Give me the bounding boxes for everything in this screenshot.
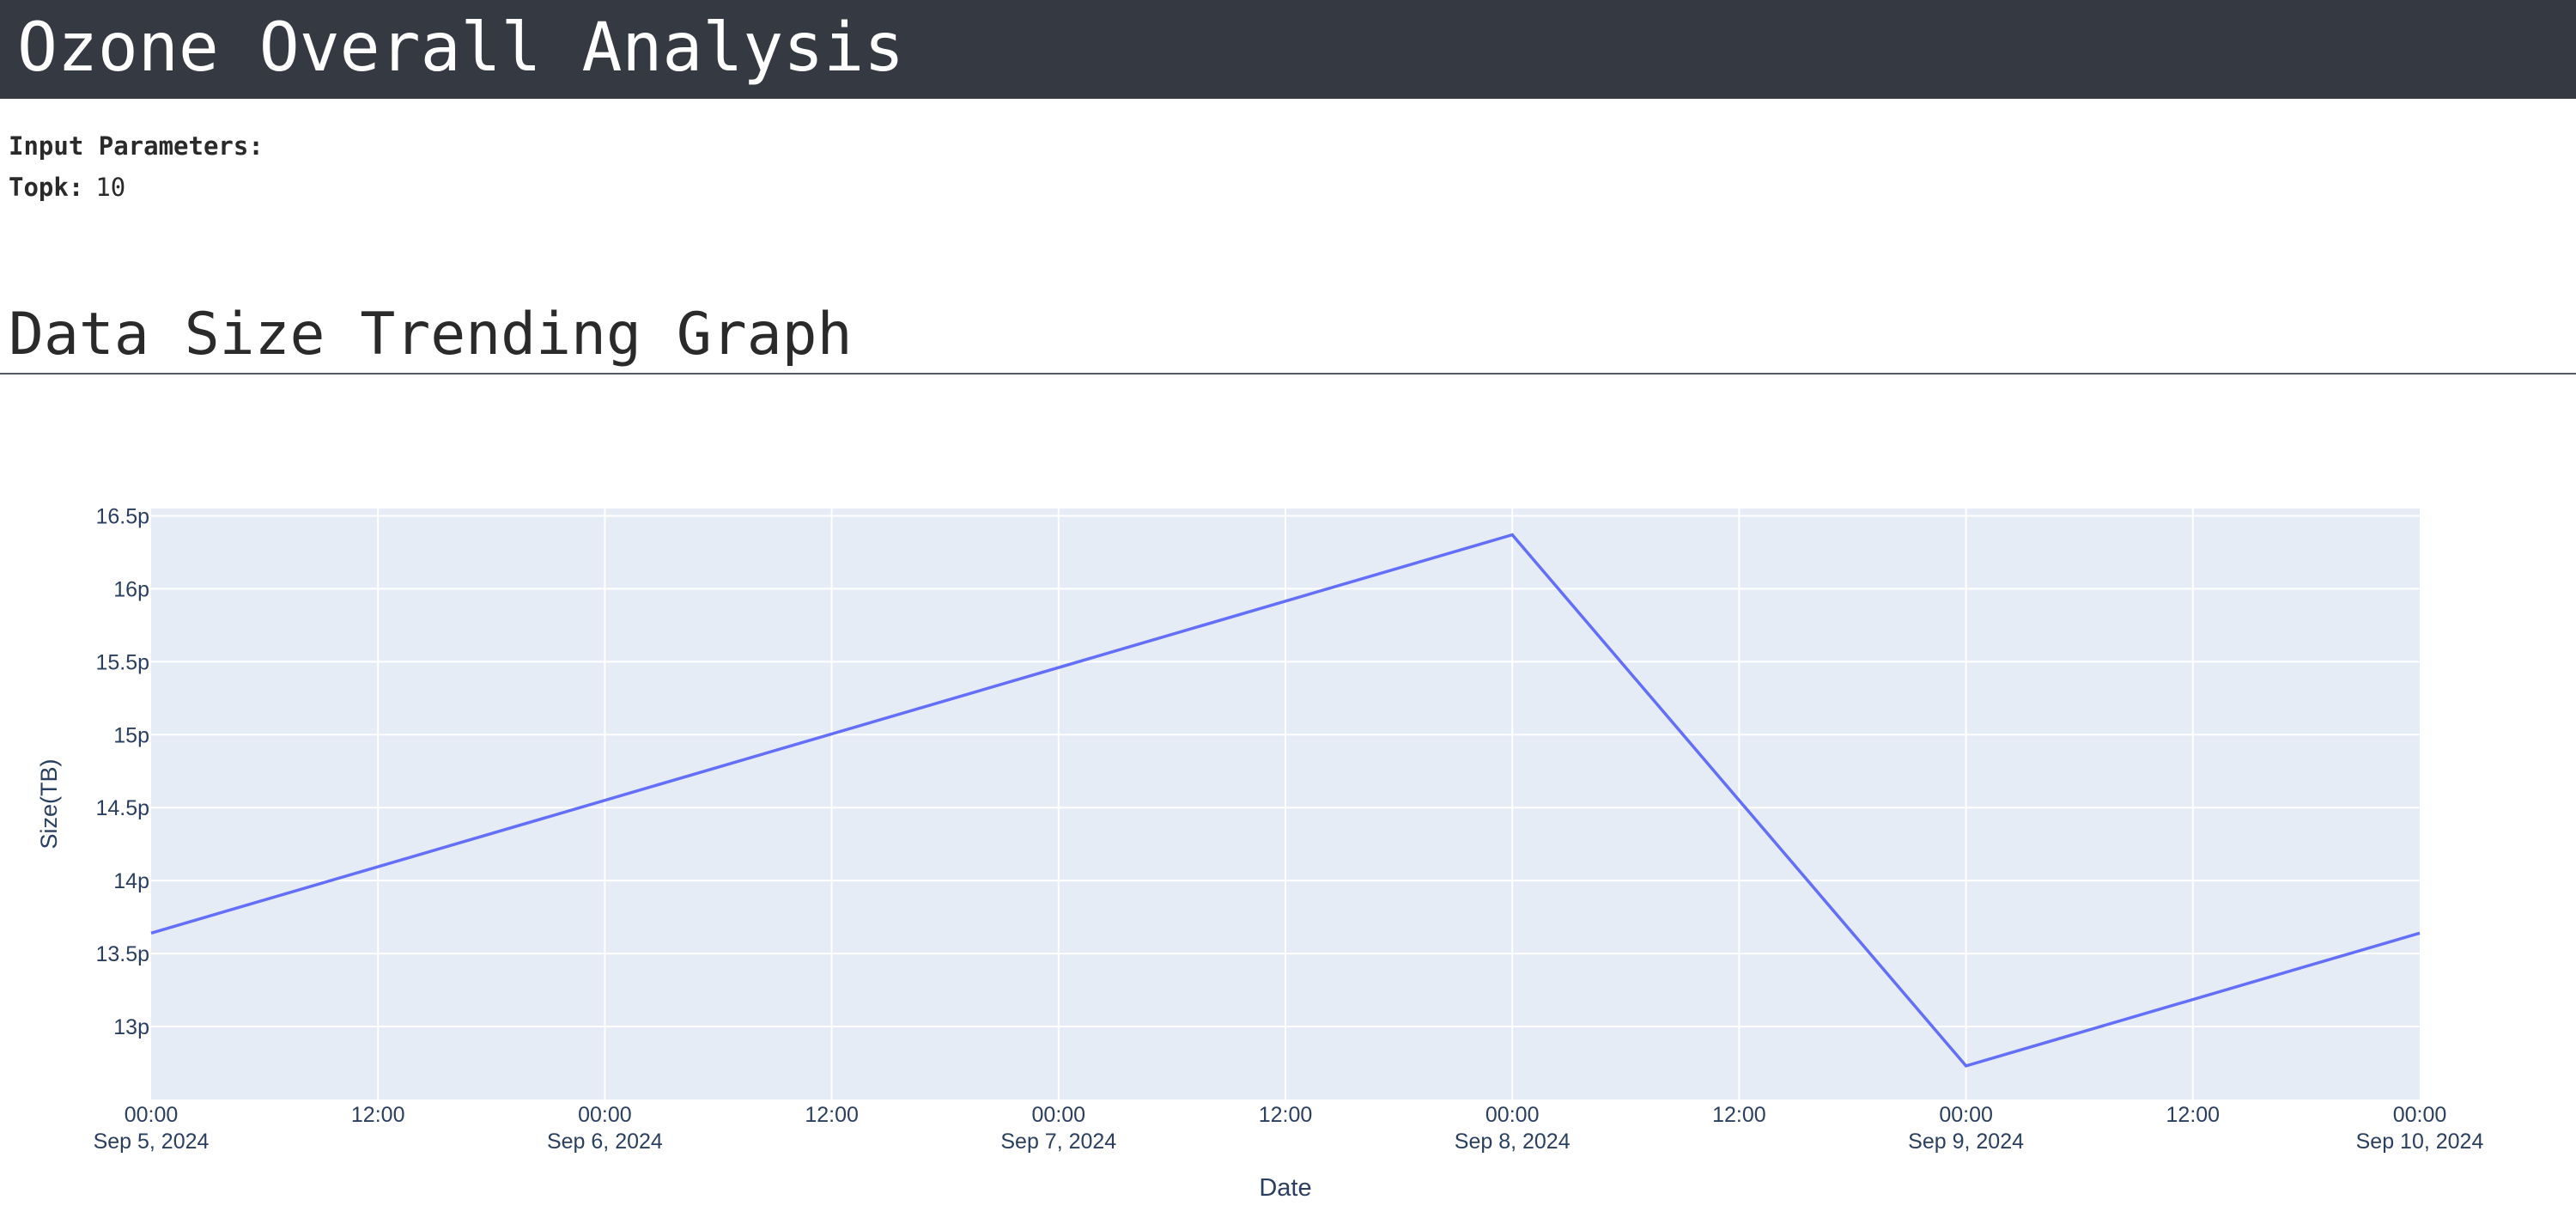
x-tick-time: 00:00 [125, 1103, 179, 1127]
series-line [150, 533, 2421, 1068]
y-axis-title: Size(TB) [36, 758, 62, 849]
x-tick-date: Sep 10, 2024 [2356, 1130, 2484, 1154]
x-tick-time: 12:00 [2166, 1103, 2221, 1127]
x-tick-date: Sep 9, 2024 [1908, 1130, 2024, 1154]
x-tick-time: 12:00 [805, 1103, 859, 1127]
gridlines [151, 509, 2420, 1099]
y-axis-ticks: 13p 13.5p 14p 14.5p 15p 15.5p 16p 16.5p [95, 504, 149, 1039]
header-bar: Ozone Overall Analysis [0, 0, 2576, 99]
param-row-topk: Topk: 10 [9, 167, 264, 208]
x-tick-time: 00:00 [1485, 1103, 1540, 1127]
x-tick-time: 12:00 [351, 1103, 405, 1127]
param-value: 10 [95, 173, 126, 202]
x-axis-title: Date [1259, 1174, 1311, 1202]
input-parameters: Input Parameters: Topk: 10 [9, 125, 264, 208]
params-heading: Input Parameters: [9, 131, 264, 161]
y-tick-label: 15p [113, 723, 149, 747]
app-title: Ozone Overall Analysis [17, 9, 905, 87]
trend-chart: 13p 13.5p 14p 14.5p 15p 15.5p 16p 16.5p 00:00 Se… [36, 504, 2484, 1202]
y-tick-label: 14.5p [95, 796, 149, 820]
x-tick-time: 00:00 [1939, 1103, 1993, 1127]
section-divider [0, 373, 2576, 375]
x-tick-time: 00:00 [2393, 1103, 2447, 1127]
param-label: Topk: [9, 173, 84, 202]
x-tick-date: Sep 7, 2024 [1000, 1130, 1116, 1154]
y-tick-label: 14p [113, 869, 149, 893]
x-tick-date: Sep 8, 2024 [1455, 1130, 1571, 1154]
y-tick-label: 13.5p [95, 942, 149, 966]
y-tick-label: 15.5p [95, 650, 149, 674]
x-tick-time: 00:00 [1032, 1103, 1086, 1127]
y-tick-label: 16.5p [95, 504, 149, 528]
x-tick-time: 12:00 [1712, 1103, 1766, 1127]
x-tick-date: Sep 6, 2024 [547, 1130, 663, 1154]
x-axis-ticks: 00:00 Sep 5, 2024 12:00 00:00 Sep 6, 2024 12:… [94, 1103, 2484, 1154]
y-tick-label: 16p [113, 577, 149, 601]
x-tick-time: 12:00 [1259, 1103, 1313, 1127]
x-tick-time: 00:00 [578, 1103, 632, 1127]
section-title: Data Size Trending Graph [9, 301, 853, 368]
x-tick-date: Sep 5, 2024 [94, 1130, 210, 1154]
y-tick-label: 13p [113, 1015, 149, 1039]
